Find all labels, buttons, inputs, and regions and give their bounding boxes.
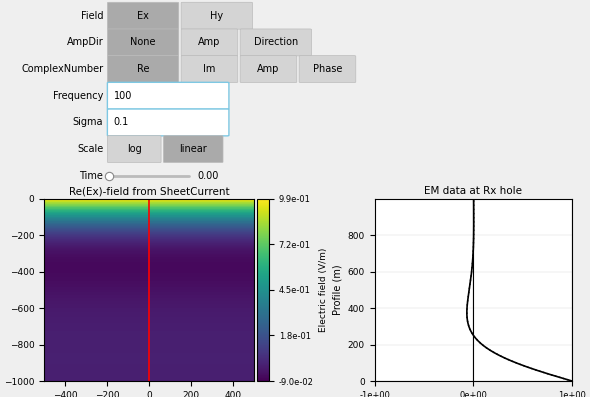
- Text: Ex: Ex: [137, 11, 149, 21]
- Text: Scale: Scale: [77, 144, 103, 154]
- Text: 0.1: 0.1: [114, 118, 129, 127]
- Text: AmpDir: AmpDir: [67, 37, 103, 47]
- Text: linear: linear: [179, 144, 207, 154]
- Text: Hy: Hy: [210, 11, 224, 21]
- Y-axis label: Electric field (V/m): Electric field (V/m): [319, 248, 328, 332]
- FancyBboxPatch shape: [181, 2, 253, 29]
- FancyBboxPatch shape: [163, 136, 223, 162]
- Text: Re: Re: [137, 64, 149, 74]
- FancyBboxPatch shape: [240, 29, 312, 56]
- FancyBboxPatch shape: [107, 56, 179, 83]
- Text: Frequency: Frequency: [53, 91, 103, 101]
- Text: Sigma: Sigma: [73, 118, 103, 127]
- Text: log: log: [127, 144, 142, 154]
- Title: Re(Ex)-field from SheetCurrent: Re(Ex)-field from SheetCurrent: [68, 186, 230, 197]
- Text: Im: Im: [204, 64, 215, 74]
- Title: EM data at Rx hole: EM data at Rx hole: [424, 186, 523, 197]
- Text: Field: Field: [81, 11, 103, 21]
- Text: ComplexNumber: ComplexNumber: [21, 64, 103, 74]
- FancyBboxPatch shape: [181, 29, 238, 56]
- FancyBboxPatch shape: [181, 56, 238, 83]
- FancyBboxPatch shape: [107, 82, 229, 109]
- FancyBboxPatch shape: [240, 56, 297, 83]
- FancyBboxPatch shape: [107, 2, 179, 29]
- Text: Phase: Phase: [313, 64, 342, 74]
- Text: Amp: Amp: [257, 64, 280, 74]
- Text: 100: 100: [114, 91, 132, 101]
- Text: Direction: Direction: [254, 37, 298, 47]
- Text: Amp: Amp: [198, 37, 221, 47]
- FancyBboxPatch shape: [107, 29, 179, 56]
- FancyBboxPatch shape: [299, 56, 356, 83]
- Text: None: None: [130, 37, 156, 47]
- Text: Time: Time: [80, 171, 103, 181]
- Text: 0.00: 0.00: [198, 171, 219, 181]
- FancyBboxPatch shape: [107, 136, 161, 162]
- Y-axis label: Profile (m): Profile (m): [332, 264, 342, 315]
- FancyBboxPatch shape: [107, 109, 229, 136]
